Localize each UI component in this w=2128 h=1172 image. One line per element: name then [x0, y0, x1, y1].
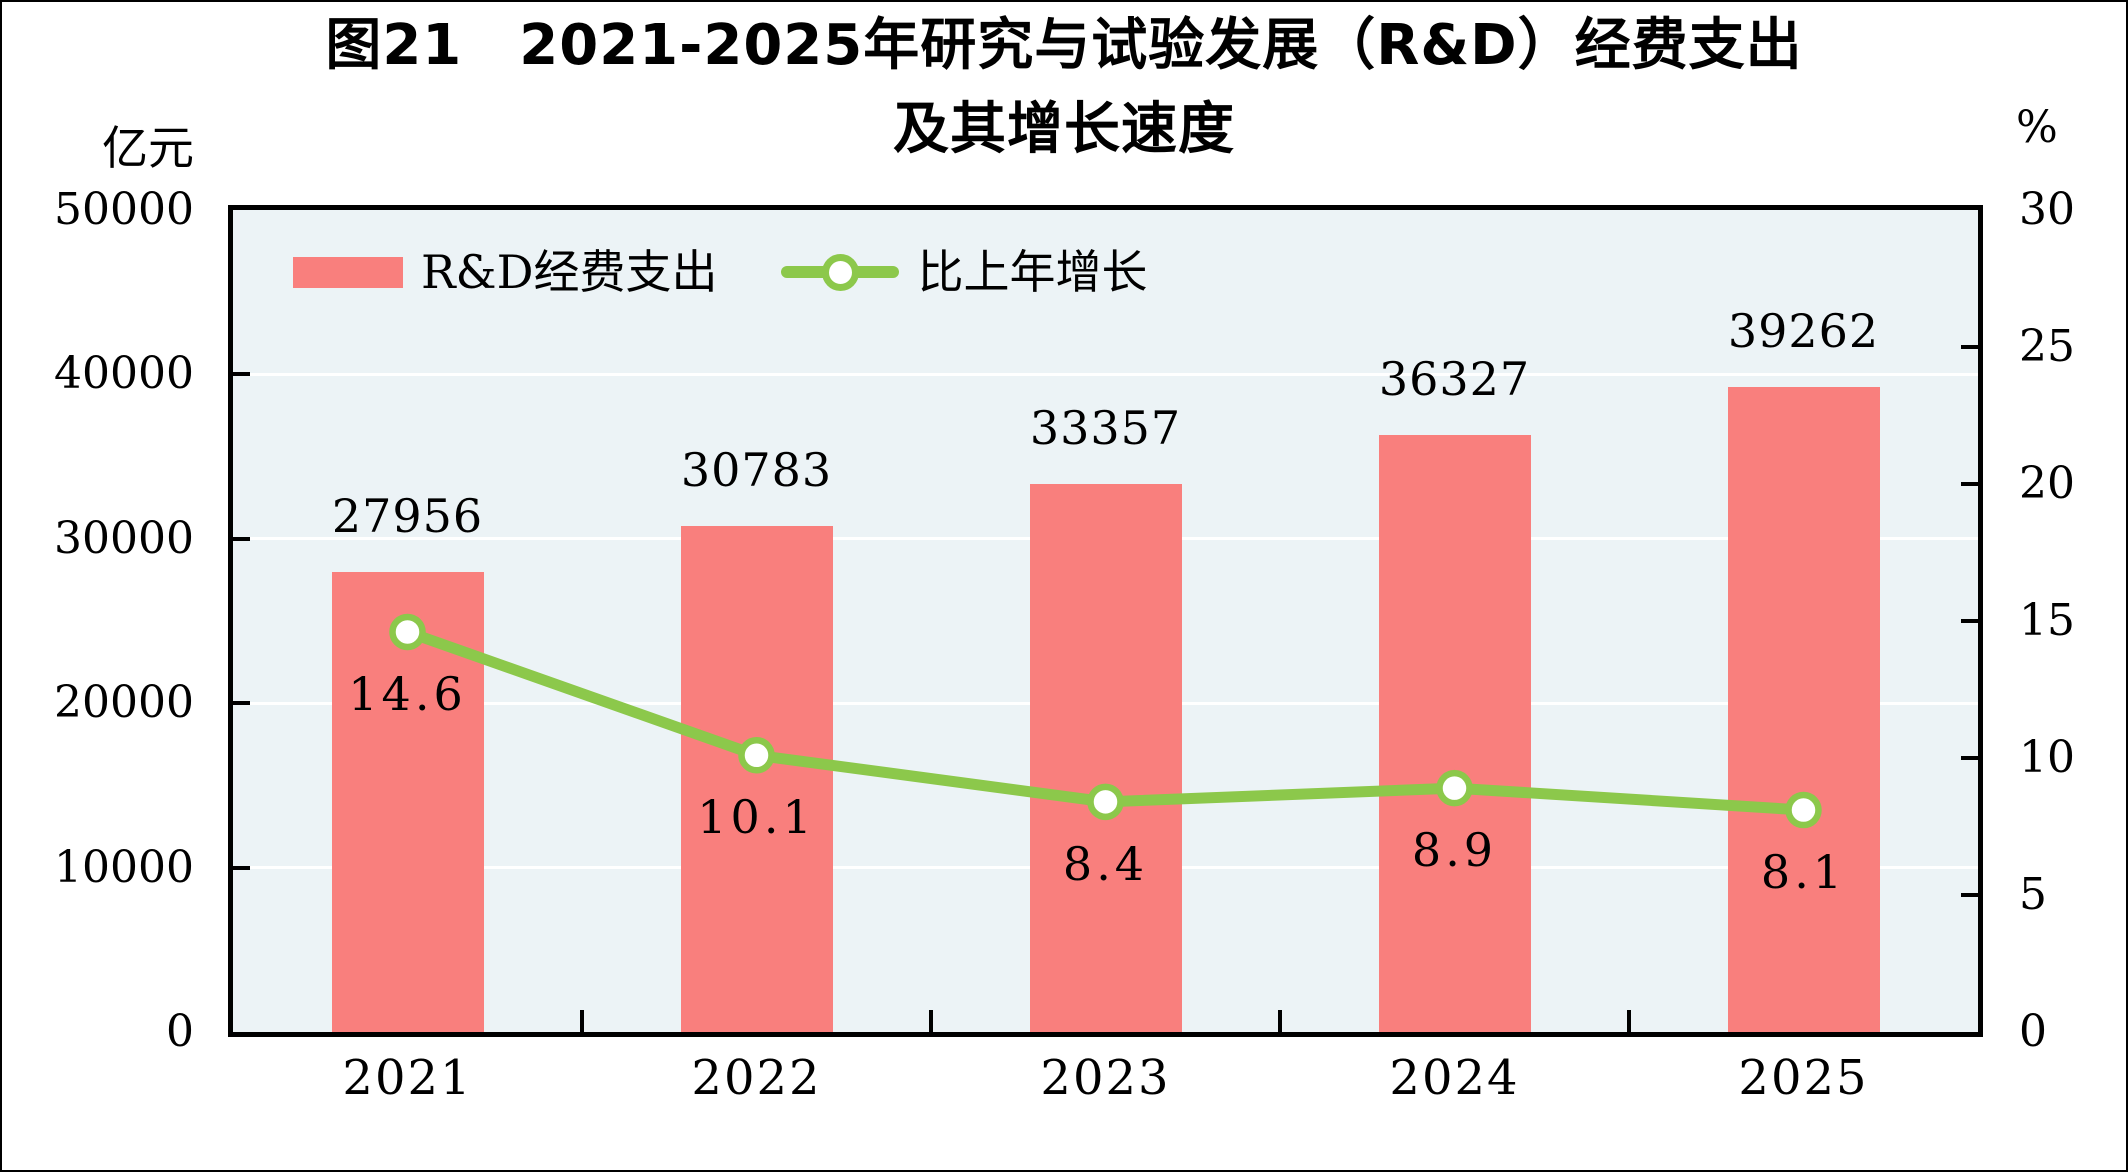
line-point-2024 — [1436, 769, 1473, 807]
bar-2024 — [1378, 434, 1531, 1032]
bar-value-label-2022: 30783 — [680, 442, 833, 497]
growth-value-label-2021: 14.6 — [348, 666, 467, 721]
line-point-2025 — [1785, 791, 1822, 829]
left-tick-label-0: 0 — [166, 1006, 194, 1057]
right-axis-tick-5 — [1961, 893, 1978, 897]
line-point-2022 — [738, 737, 775, 774]
right-axis-tick-20 — [1961, 482, 1978, 486]
right-axis-tick-labels: 0 5 10 15 20 25 30 — [2014, 184, 2126, 1057]
left-axis-tick-40000 — [233, 372, 250, 377]
growth-value-label-2022: 10.1 — [697, 790, 816, 845]
x-axis-label-2025: 2025 — [1738, 1050, 1869, 1106]
left-tick-label-30000: 30000 — [54, 512, 194, 564]
x-axis-labels: 2021 2022 2023 2024 2025 — [233, 1050, 1978, 1110]
left-axis-tick-10000 — [233, 865, 250, 870]
x-axis-tick — [929, 1010, 933, 1032]
chart-title: 图21 2021-2025年研究与试验发展（R&D）经费支出 及其增长速度 — [2, 4, 2126, 172]
x-axis-tick — [1278, 1010, 1282, 1032]
x-axis-tick — [1627, 1010, 1631, 1032]
growth-line-layer — [389, 613, 1822, 829]
bar-2022 — [680, 525, 833, 1032]
growth-value-label-2023: 8.4 — [1062, 836, 1149, 891]
x-axis-label-2021: 2021 — [342, 1050, 473, 1106]
bar-value-label-2021: 27956 — [331, 489, 484, 544]
left-axis-tick-20000 — [233, 701, 250, 706]
bar-value-label-2023: 33357 — [1029, 400, 1182, 455]
right-tick-label-25: 25 — [2019, 321, 2075, 372]
legend: R&D经费支出 比上年增长 — [293, 242, 1147, 302]
growth-line — [405, 626, 1804, 816]
right-tick-label-15: 15 — [2019, 595, 2075, 646]
right-axis-tick-10 — [1961, 756, 1978, 760]
left-axis-unit-label: 亿元 — [102, 121, 194, 175]
right-tick-label-30: 30 — [2019, 184, 2075, 235]
legend-bar-swatch — [293, 256, 403, 288]
line-point-2021 — [389, 613, 426, 651]
left-tick-label-40000: 40000 — [54, 348, 194, 400]
left-tick-label-20000: 20000 — [54, 677, 194, 729]
gridline-40000 — [233, 372, 1978, 376]
legend-line-marker-icon — [821, 253, 859, 291]
right-tick-label-10: 10 — [2019, 732, 2075, 783]
right-axis-tick-25 — [1961, 345, 1978, 349]
bar-2025 — [1727, 386, 1880, 1032]
bar-value-label-2024: 36327 — [1378, 351, 1531, 406]
right-tick-label-5: 5 — [2019, 869, 2047, 920]
x-axis-tick — [580, 1010, 584, 1032]
legend-line-series-label: 比上年增长 — [917, 245, 1148, 299]
legend-bar-series-label: R&D经费支出 — [421, 245, 718, 299]
chart-title-line1: 图21 2021-2025年研究与试验发展（R&D）经费支出 — [325, 13, 1803, 78]
x-axis-label-2024: 2024 — [1389, 1050, 1520, 1106]
right-tick-label-20: 20 — [2019, 458, 2075, 509]
x-axis-label-2023: 2023 — [1040, 1050, 1171, 1106]
left-tick-label-10000: 10000 — [54, 841, 194, 893]
bar-value-label-2025: 39262 — [1727, 303, 1880, 358]
bar-2023 — [1029, 483, 1182, 1032]
plot-area: R&D经费支出 比上年增长 27956 30783 33357 36327 39262 1… — [228, 205, 1983, 1037]
right-axis-unit-label: % — [2016, 102, 2058, 153]
growth-value-label-2024: 8.9 — [1411, 823, 1498, 878]
right-tick-label-0: 0 — [2019, 1006, 2047, 1057]
chart-title-line2: 及其增长速度 — [893, 97, 1235, 162]
legend-line-swatch — [781, 253, 900, 291]
right-axis-tick-15 — [1961, 619, 1978, 623]
left-axis-tick-labels: 0 10000 20000 30000 40000 50000 — [2, 184, 194, 1057]
left-tick-label-50000: 50000 — [54, 184, 194, 235]
growth-value-label-2025: 8.1 — [1760, 845, 1847, 900]
plot-inner: R&D经费支出 比上年增长 27956 30783 33357 36327 39262 1… — [233, 210, 1978, 1032]
line-point-2023 — [1087, 783, 1124, 821]
left-axis-tick-30000 — [233, 536, 250, 541]
x-axis-label-2022: 2022 — [691, 1050, 822, 1106]
